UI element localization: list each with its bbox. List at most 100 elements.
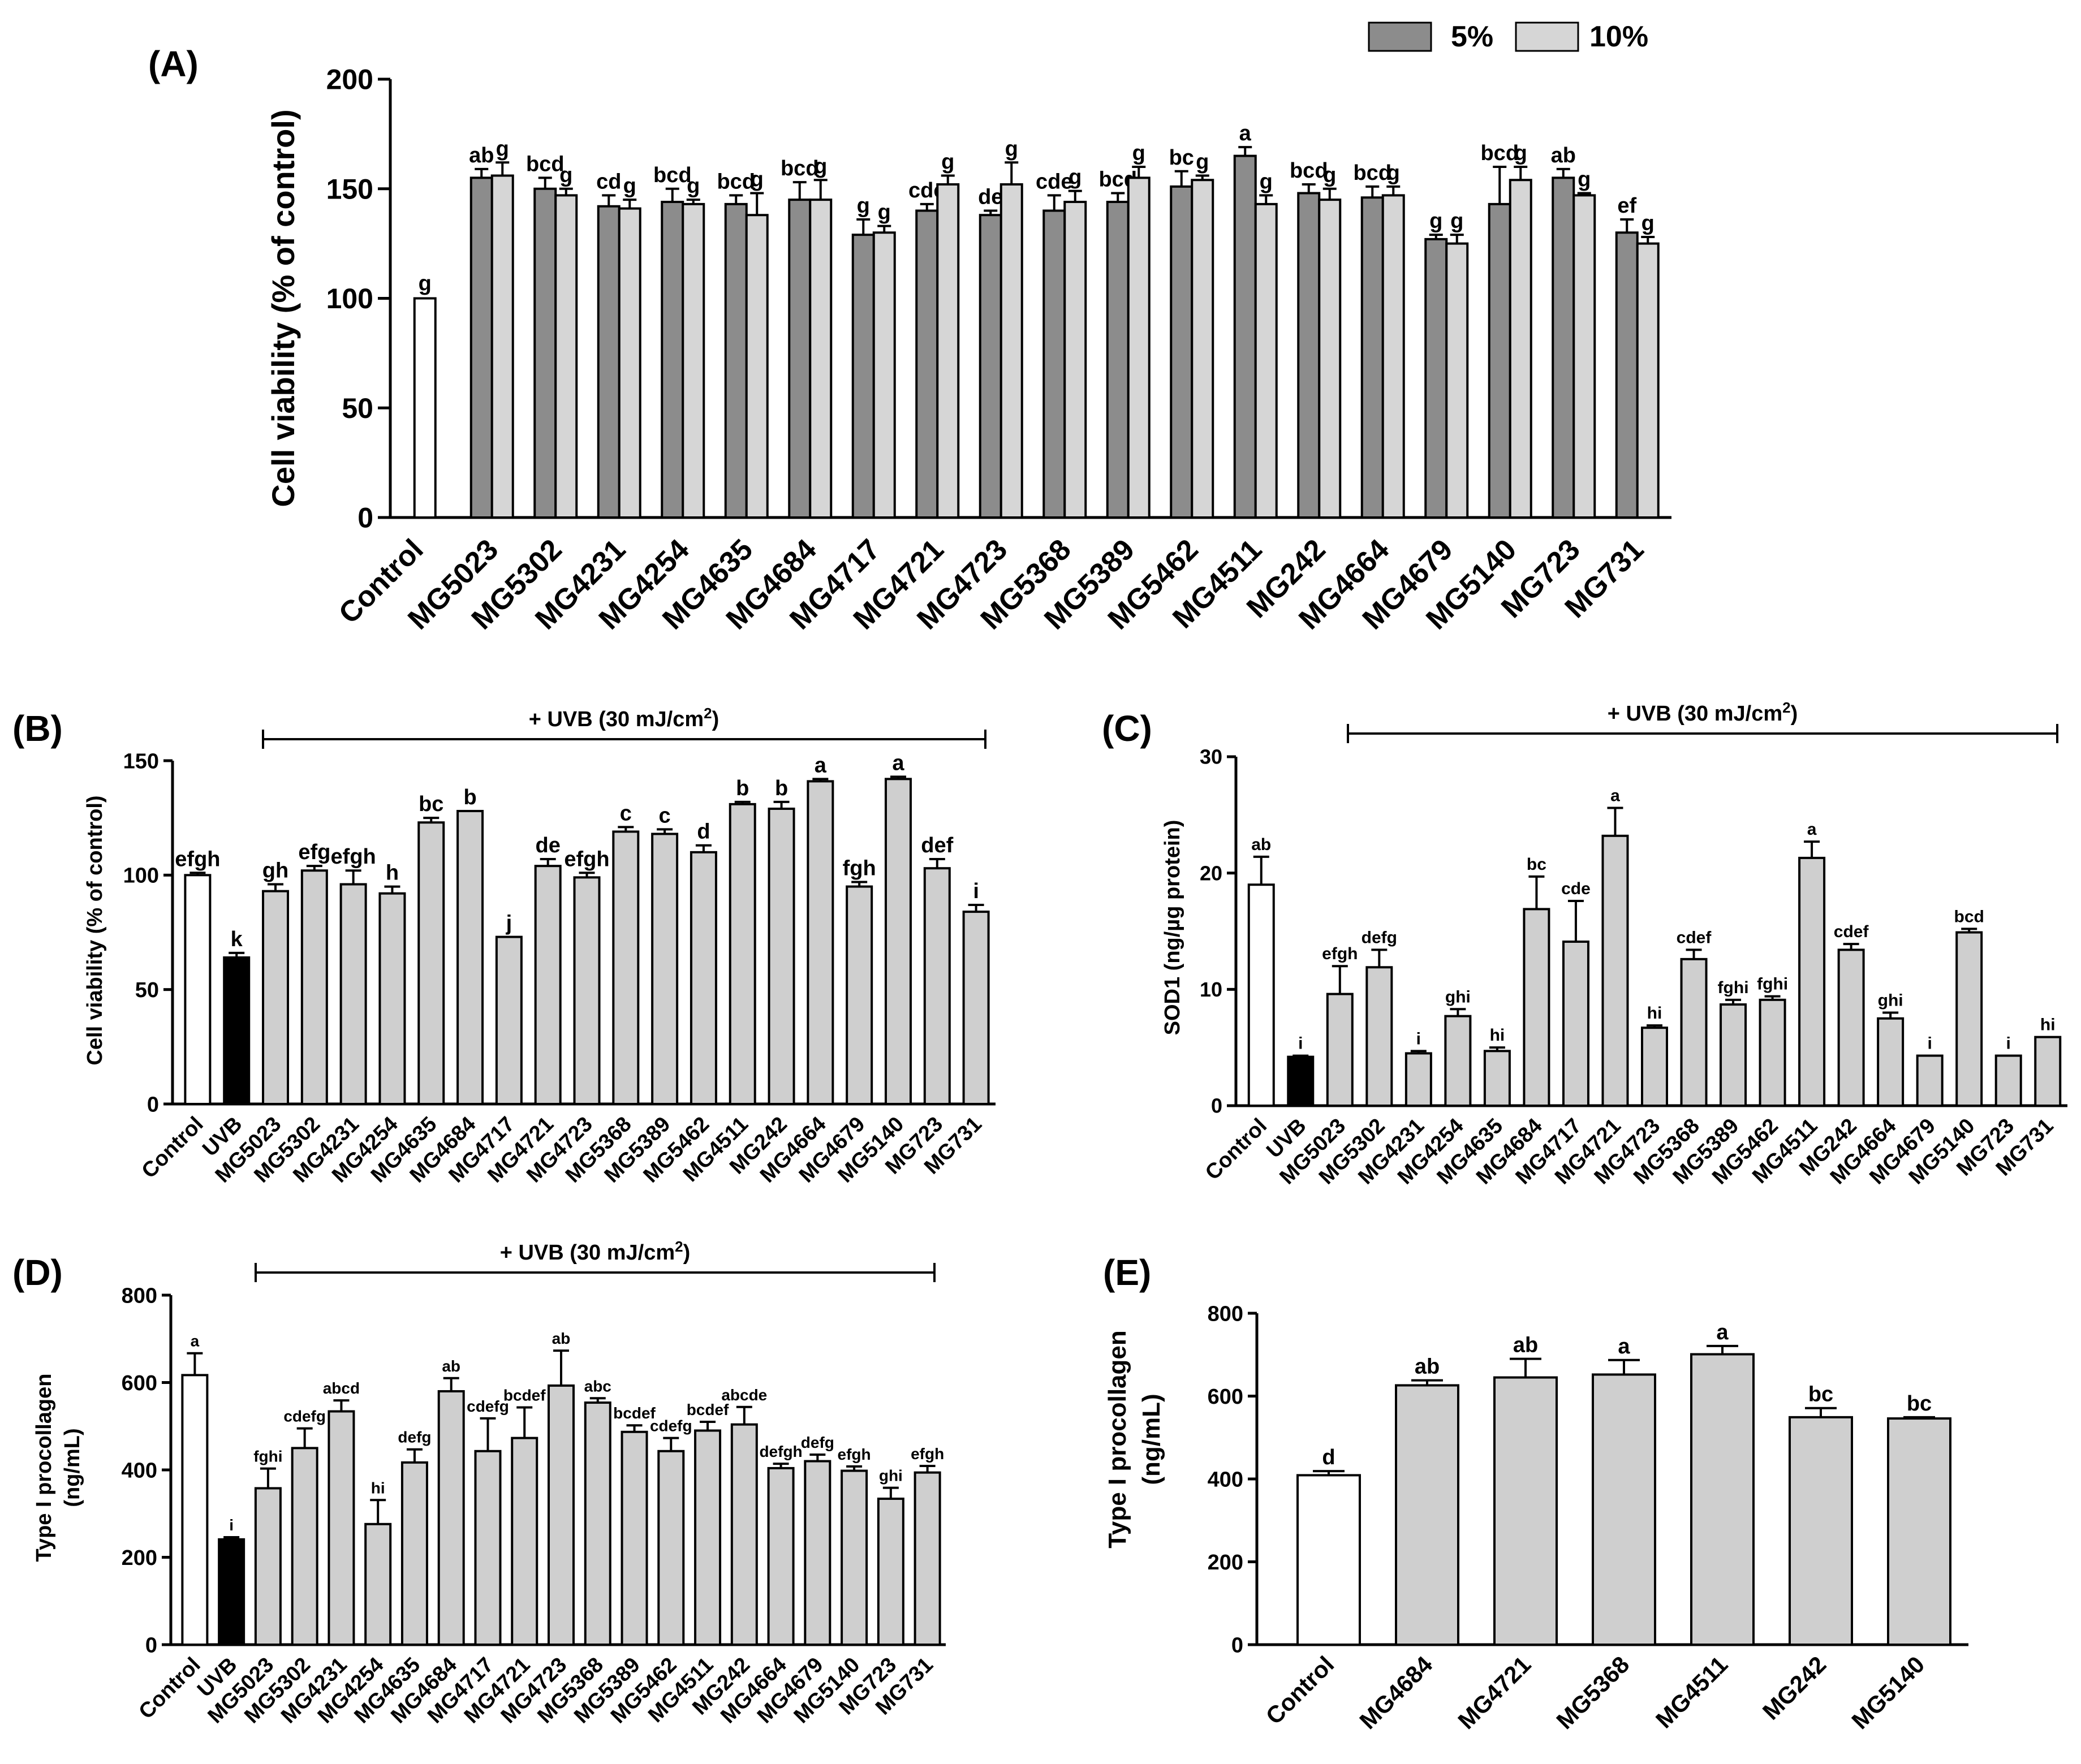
significance-letter: bcd bbox=[526, 152, 565, 176]
y-tick-label: 100 bbox=[326, 283, 373, 314]
bar-5pct bbox=[597, 205, 621, 519]
bar-10pct bbox=[1445, 242, 1469, 519]
significance-letter: bc bbox=[1907, 1392, 1932, 1416]
significance-letter: g bbox=[1578, 168, 1591, 192]
bar-control bbox=[1247, 883, 1275, 1107]
legend-swatch-5pct bbox=[1368, 21, 1432, 52]
bar-10pct bbox=[1254, 202, 1278, 519]
significance-letter: g bbox=[623, 174, 636, 198]
bar-mg723 bbox=[877, 1497, 904, 1646]
bar-mg4231 bbox=[339, 883, 367, 1106]
bar-5pct bbox=[979, 214, 1002, 519]
significance-letter: abcde bbox=[721, 1386, 767, 1404]
bar-mg4717 bbox=[495, 935, 523, 1106]
significance-letter: a bbox=[191, 1332, 200, 1350]
y-tick-label: 0 bbox=[147, 1093, 159, 1116]
significance-letter: efgh bbox=[911, 1445, 944, 1463]
bar-mg4664 bbox=[807, 780, 834, 1106]
bar-5pct bbox=[915, 209, 939, 519]
significance-letter: cdef bbox=[1677, 928, 1712, 947]
significance-letter: cdefg bbox=[467, 1398, 509, 1415]
panel-c-treatment-label: + UVB (30 mJ/cm2) bbox=[1608, 699, 1798, 726]
panel-e-ylabel: Type I procollagen bbox=[1104, 1330, 1131, 1548]
significance-letter: i bbox=[1927, 1034, 1932, 1053]
significance-letter: bc bbox=[1808, 1383, 1833, 1407]
significance-letter: cde bbox=[1561, 879, 1591, 898]
significance-letter: g bbox=[751, 168, 764, 192]
panel-d-treatment-label: + UVB (30 mJ/cm2) bbox=[500, 1238, 691, 1265]
bar-mg5023 bbox=[254, 1487, 282, 1646]
y-tick-label: 200 bbox=[326, 64, 373, 96]
bar-control bbox=[184, 874, 212, 1106]
significance-letter: cd bbox=[596, 170, 621, 193]
significance-letter: ab bbox=[1415, 1355, 1440, 1379]
panel-b-cell-viability-uvb: (B) Cell viability (% of control) + UVB … bbox=[12, 705, 996, 1187]
panel-b-treatment-bracket: + UVB (30 mJ/cm2) bbox=[262, 705, 986, 749]
significance-letter: d bbox=[1322, 1446, 1335, 1469]
significance-letter: fgh bbox=[843, 856, 876, 880]
significance-letter: bcdef bbox=[503, 1387, 546, 1404]
category-label: MG4721 bbox=[1453, 1651, 1536, 1734]
bar-5pct bbox=[1042, 209, 1066, 519]
significance-letter: defg bbox=[801, 1434, 834, 1451]
y-tick-label: 0 bbox=[145, 1633, 157, 1657]
bar-mg4679 bbox=[1916, 1054, 1944, 1107]
significance-letter: b bbox=[775, 777, 788, 800]
bar-10pct bbox=[809, 199, 833, 519]
y-tick-label: 50 bbox=[135, 978, 159, 1002]
significance-letter: hi bbox=[1490, 1026, 1505, 1045]
significance-letter: ab bbox=[1551, 144, 1576, 167]
bar-mg5302 bbox=[300, 869, 328, 1105]
significance-letter: hi bbox=[1647, 1004, 1662, 1023]
bar-10pct bbox=[490, 174, 514, 519]
bar-mg242 bbox=[1837, 948, 1865, 1107]
bar-mg5140 bbox=[841, 1469, 868, 1646]
bar-mg731 bbox=[962, 911, 990, 1105]
significance-letter: cdefg bbox=[650, 1417, 692, 1435]
significance-letter: gh bbox=[262, 859, 288, 883]
bar-5pct bbox=[661, 201, 684, 519]
significance-letter: g bbox=[1196, 150, 1209, 174]
significance-letter: efgh bbox=[838, 1446, 871, 1463]
legend-label-5pct: 5% bbox=[1451, 20, 1493, 53]
significance-letter: h bbox=[386, 861, 399, 885]
y-tick-label: 800 bbox=[122, 1284, 157, 1308]
bar-10pct bbox=[554, 194, 578, 519]
legend-swatch-10pct bbox=[1515, 21, 1579, 52]
bar-mg5462 bbox=[690, 851, 717, 1106]
significance-letter: bcdef bbox=[613, 1404, 656, 1422]
significance-letter: a bbox=[892, 751, 904, 775]
bar-mg723 bbox=[923, 867, 951, 1106]
panel-d-label: (D) bbox=[12, 1252, 63, 1293]
y-tick-label: 20 bbox=[1200, 861, 1222, 885]
panel-c-label: (C) bbox=[1102, 708, 1152, 749]
significance-letter: bcd bbox=[1954, 907, 1984, 926]
bar-mg4679 bbox=[846, 885, 873, 1105]
bar-mg5140 bbox=[884, 778, 912, 1105]
category-label: Control bbox=[1261, 1651, 1339, 1730]
panel-e-procollagen: (E) Type I procollagen (ng/mL) 0 200 400 60… bbox=[1103, 1252, 1968, 1734]
bar-10pct bbox=[1191, 179, 1214, 519]
significance-letter: bcd bbox=[717, 170, 755, 193]
y-tick-label: 400 bbox=[1208, 1468, 1243, 1491]
significance-letter: g bbox=[419, 272, 432, 296]
y-tick-label: 400 bbox=[122, 1459, 157, 1482]
legend-label-10pct: 10% bbox=[1589, 20, 1648, 53]
y-tick-label: 0 bbox=[1231, 1633, 1243, 1657]
bar-10pct bbox=[682, 202, 705, 519]
significance-letter: i bbox=[1298, 1034, 1303, 1053]
significance-letter: c bbox=[620, 801, 632, 825]
bar-mg4511 bbox=[729, 803, 756, 1106]
bar-mg5302 bbox=[291, 1447, 318, 1646]
significance-letter: bcd bbox=[1480, 141, 1519, 165]
significance-letter: hi bbox=[371, 1479, 385, 1496]
significance-letter: efgh bbox=[564, 847, 609, 871]
bar-uvb bbox=[223, 956, 251, 1105]
significance-letter: ghi bbox=[879, 1467, 903, 1485]
bar-5pct bbox=[469, 176, 493, 519]
significance-letter: defgh bbox=[759, 1443, 802, 1460]
bar-mg5462 bbox=[1759, 998, 1786, 1107]
category-label: MG242 bbox=[1757, 1651, 1832, 1725]
bar-10pct bbox=[999, 183, 1023, 519]
bar-mg4511 bbox=[1690, 1353, 1755, 1646]
